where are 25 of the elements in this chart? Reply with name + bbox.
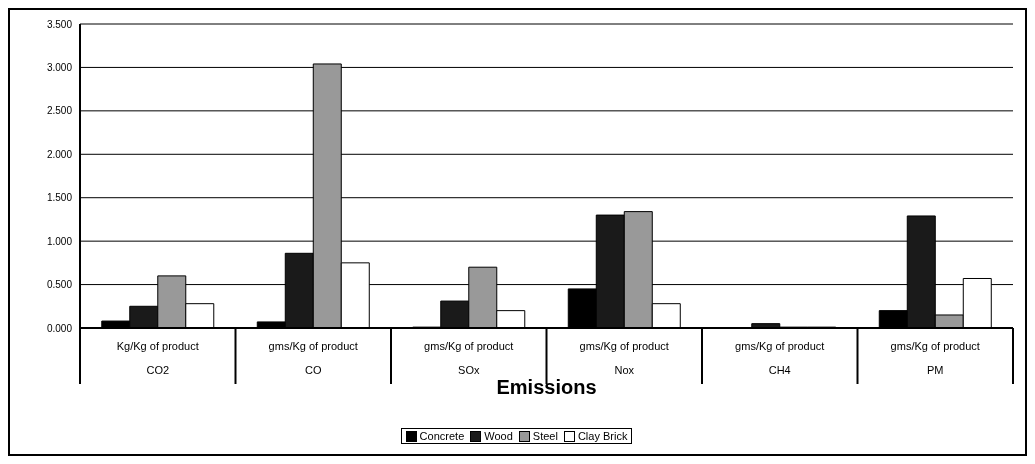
legend-label: Steel — [531, 430, 558, 442]
x-tick-label: Nox — [614, 364, 635, 376]
text: gms/Kg of product — [735, 340, 825, 352]
legend-label: Clay Brick — [576, 430, 628, 442]
y-tick-label: 0.000 — [46, 322, 73, 334]
y-tick-label: 1.000 — [46, 235, 73, 247]
y-tick-label: 2.500 — [46, 105, 73, 117]
x-tick-label: SOx — [458, 364, 480, 376]
y-tick-label: 2.000 — [46, 148, 73, 160]
text: gms/Kg of product — [424, 340, 514, 352]
text: gms/Kg of product — [579, 340, 669, 352]
text: Kg/Kg of product — [116, 340, 199, 352]
legend-label: Wood — [483, 430, 513, 442]
y-tick-label: 3.000 — [46, 61, 73, 73]
x-axis-title: Emissions — [496, 376, 597, 398]
y-tick-label: 0.500 — [46, 279, 73, 291]
y-tick-label: 3.500 — [46, 18, 73, 30]
x-tick-label: CO — [305, 364, 322, 376]
legend-label: Concrete — [418, 430, 465, 442]
x-tick-label: PM — [927, 364, 944, 376]
x-tick-label: CH4 — [768, 364, 791, 376]
x-tick-label: CO2 — [146, 364, 170, 376]
y-tick-label: 1.500 — [46, 192, 73, 204]
text: gms/Kg of product — [890, 340, 980, 352]
text: gms/Kg of product — [268, 340, 358, 352]
